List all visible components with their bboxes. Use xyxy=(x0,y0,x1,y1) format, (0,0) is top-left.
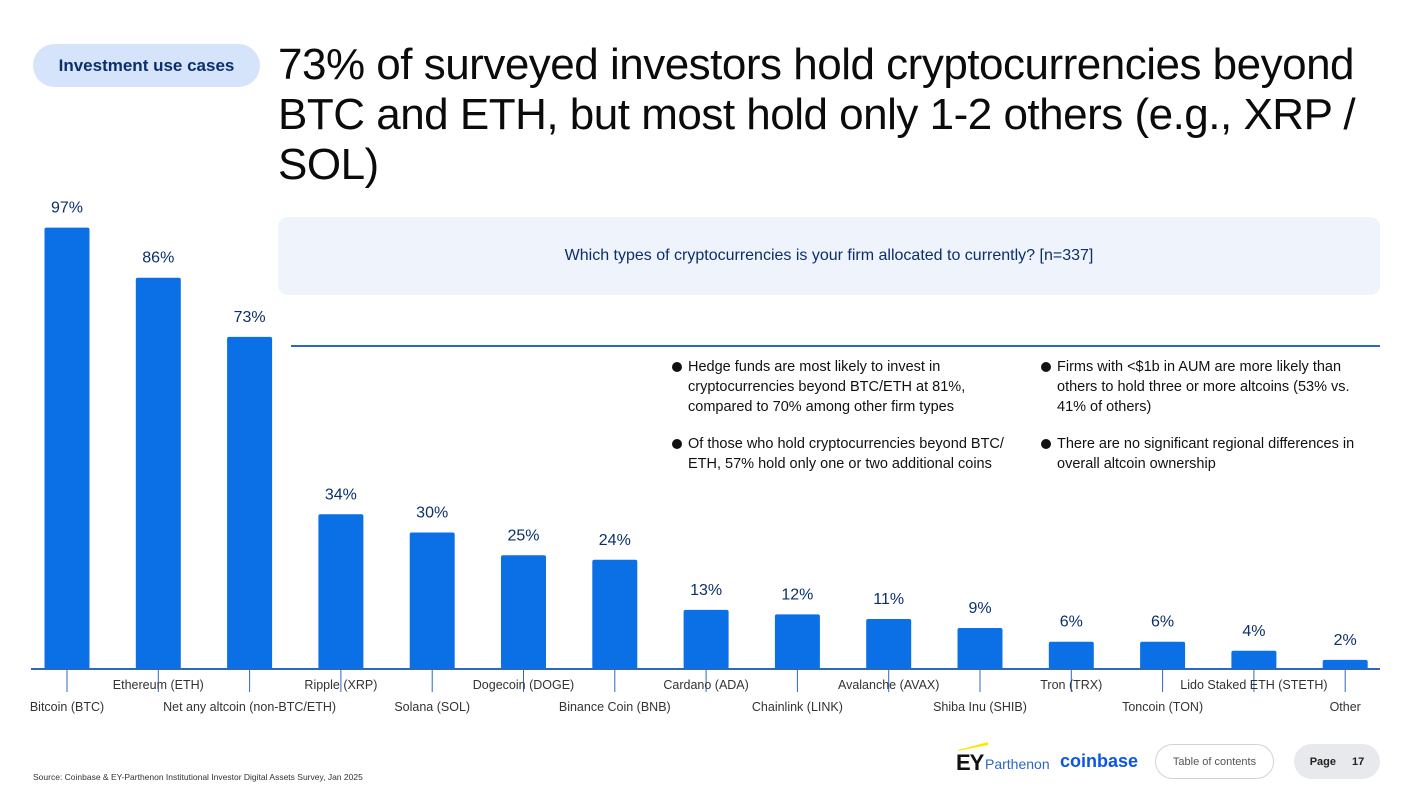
data-label-5: 25% xyxy=(507,527,539,544)
finding-text: There are no significant regional differ… xyxy=(1057,436,1355,472)
table-of-contents-button[interactable]: Table of contents xyxy=(1155,744,1274,779)
ey-beam-icon xyxy=(958,742,988,751)
category-label-3: Ripple (XRP) xyxy=(304,678,377,692)
data-label-12: 6% xyxy=(1151,614,1174,631)
bar-5 xyxy=(501,555,546,669)
bullet-icon xyxy=(672,362,682,372)
data-label-4: 30% xyxy=(416,505,448,522)
finding-text: Of those who hold cryptocurrencies beyon… xyxy=(688,436,1004,472)
category-label-4: Solana (SOL) xyxy=(394,700,470,714)
category-label-5: Dogecoin (DOGE) xyxy=(473,678,574,692)
ey-logo: EY xyxy=(956,750,984,775)
category-label-1: Ethereum (ETH) xyxy=(113,678,204,692)
coinbase-logo: coinbase xyxy=(1060,751,1139,771)
category-label-13: Lido Staked ETH (STETH) xyxy=(1180,678,1327,692)
category-label-10: Shiba Inu (SHIB) xyxy=(933,700,1027,714)
category-label-9: Avalanche (AVAX) xyxy=(838,678,939,692)
data-label-3: 34% xyxy=(325,486,357,503)
bar-1 xyxy=(135,277,181,669)
category-label-12: Toncoin (TON) xyxy=(1122,700,1203,714)
section-tag: Investment use cases xyxy=(33,44,260,87)
data-label-11: 6% xyxy=(1060,614,1083,631)
bar-3 xyxy=(318,514,364,669)
finding-text: Firms with <$1b in AUM are more likely t… xyxy=(1057,359,1350,415)
bar-4 xyxy=(409,532,455,669)
data-label-1: 86% xyxy=(142,250,174,267)
finding-item: Firms with <$1b in AUM are more likely t… xyxy=(1041,357,1380,417)
bar-6 xyxy=(592,559,638,669)
bar-2 xyxy=(227,336,273,669)
finding-item: Hedge funds are most likely to invest in… xyxy=(672,357,1011,417)
category-label-6: Binance Coin (BNB) xyxy=(559,700,671,714)
bar-chart: 97% Bitcoin (BTC) 86% Ethereum (ETH) 73% Net … xyxy=(30,200,1380,714)
finding-item: Of those who hold cryptocurrencies beyon… xyxy=(672,434,1011,474)
bar-12 xyxy=(1140,641,1186,669)
bar-7 xyxy=(683,609,729,669)
category-label-8: Chainlink (LINK) xyxy=(752,700,843,714)
bar-13 xyxy=(1231,650,1277,669)
category-label-2: Net any altcoin (non-BTC/ETH) xyxy=(163,700,336,714)
page-number: 17 xyxy=(1352,755,1365,768)
survey-question-box: Which types of cryptocurrencies is your … xyxy=(278,217,1380,295)
bar-11 xyxy=(1048,641,1094,669)
survey-question: Which types of cryptocurrencies is your … xyxy=(564,247,1094,264)
category-label-14: Other xyxy=(1330,700,1361,714)
category-label-7: Cardano (ADA) xyxy=(663,678,748,692)
divider xyxy=(291,345,1380,347)
data-label-8: 12% xyxy=(781,586,813,603)
category-label-0: Bitcoin (BTC) xyxy=(30,700,104,714)
page-label: Page xyxy=(1309,755,1337,768)
findings-column-right: Firms with <$1b in AUM are more likely t… xyxy=(1041,357,1380,491)
page-title: 73% of surveyed investors hold cryptocur… xyxy=(278,40,1356,189)
bar-9 xyxy=(866,618,912,669)
bar-14 xyxy=(1322,659,1368,669)
key-findings: Hedge funds are most likely to invest in… xyxy=(672,357,1380,491)
bullet-icon xyxy=(1041,439,1051,449)
bar-8 xyxy=(774,614,820,669)
bullet-icon xyxy=(672,439,682,449)
data-label-2: 73% xyxy=(234,309,266,326)
data-label-13: 4% xyxy=(1242,623,1265,640)
source-note: Source: Coinbase & EY-Parthenon Institut… xyxy=(33,772,363,782)
finding-item: There are no significant regional differ… xyxy=(1041,434,1380,474)
category-label-11: Tron (TRX) xyxy=(1040,678,1102,692)
findings-column-left: Hedge funds are most likely to invest in… xyxy=(672,357,1011,491)
data-label-9: 11% xyxy=(873,591,904,608)
finding-text: Hedge funds are most likely to invest in… xyxy=(688,359,966,415)
bullet-icon xyxy=(1041,362,1051,372)
data-label-6: 24% xyxy=(599,532,631,549)
data-label-7: 13% xyxy=(690,582,722,599)
page-indicator: Page 17 xyxy=(1294,744,1380,779)
data-label-0: 97% xyxy=(51,200,83,217)
data-label-14: 2% xyxy=(1334,632,1357,649)
bar-10 xyxy=(957,628,1003,669)
parthenon-logo: Parthenon xyxy=(985,756,1050,772)
bar-0 xyxy=(44,227,90,669)
data-label-10: 9% xyxy=(968,600,991,617)
